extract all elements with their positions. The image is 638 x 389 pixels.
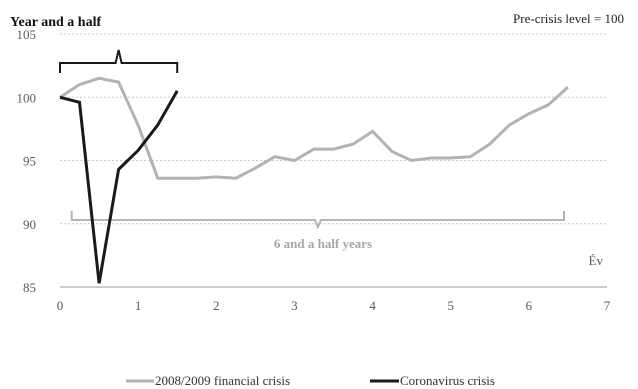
legend-label-coronavirus-crisis: Coronavirus crisis	[400, 373, 495, 388]
y-tick-label: 100	[17, 90, 37, 105]
y-tick-label: 90	[23, 217, 36, 232]
x-axis-label: Év	[589, 253, 604, 268]
series-line-coronavirus-crisis	[59, 90, 179, 284]
x-tick-label: 1	[135, 298, 142, 313]
x-tick-label: 7	[604, 298, 611, 313]
legend-label-financial-crisis: 2008/2009 financial crisis	[155, 373, 290, 388]
x-tick-label: 3	[291, 298, 298, 313]
x-axis-ticks: 0 1 2 3 4 5 6 7	[57, 298, 611, 313]
y-tick-label: 105	[17, 27, 37, 42]
legend-item-coronavirus-crisis: Coronavirus crisis	[370, 373, 495, 388]
series-lines	[59, 76, 569, 284]
series-line-financial-crisis	[59, 76, 569, 180]
annotation-six-and-a-half-years: 6 and a half years	[274, 236, 372, 251]
y-tick-label: 95	[23, 154, 36, 169]
gridlines	[60, 33, 607, 225]
legend: 2008/2009 financial crisis Coronavirus c…	[126, 373, 495, 388]
chart-labels: Pre-crisis level = 100 Év Year and a hal…	[10, 11, 624, 268]
baseline-note: Pre-crisis level = 100	[513, 11, 624, 26]
y-tick-label: 85	[23, 280, 36, 295]
x-tick-label: 0	[57, 298, 64, 313]
x-tick-label: 6	[526, 298, 533, 313]
bracket-year-and-a-half	[59, 49, 179, 73]
legend-item-financial-crisis: 2008/2009 financial crisis	[126, 373, 290, 388]
x-tick-label: 5	[447, 298, 454, 313]
x-tick-label: 4	[369, 298, 376, 313]
y-axis-ticks: 85 90 95 100 105	[17, 27, 37, 295]
bracket-six-and-a-half-years	[70, 211, 566, 230]
annotation-year-and-a-half: Year and a half	[10, 15, 101, 30]
x-tick-label: 2	[213, 298, 220, 313]
annotation-brackets	[59, 49, 566, 230]
